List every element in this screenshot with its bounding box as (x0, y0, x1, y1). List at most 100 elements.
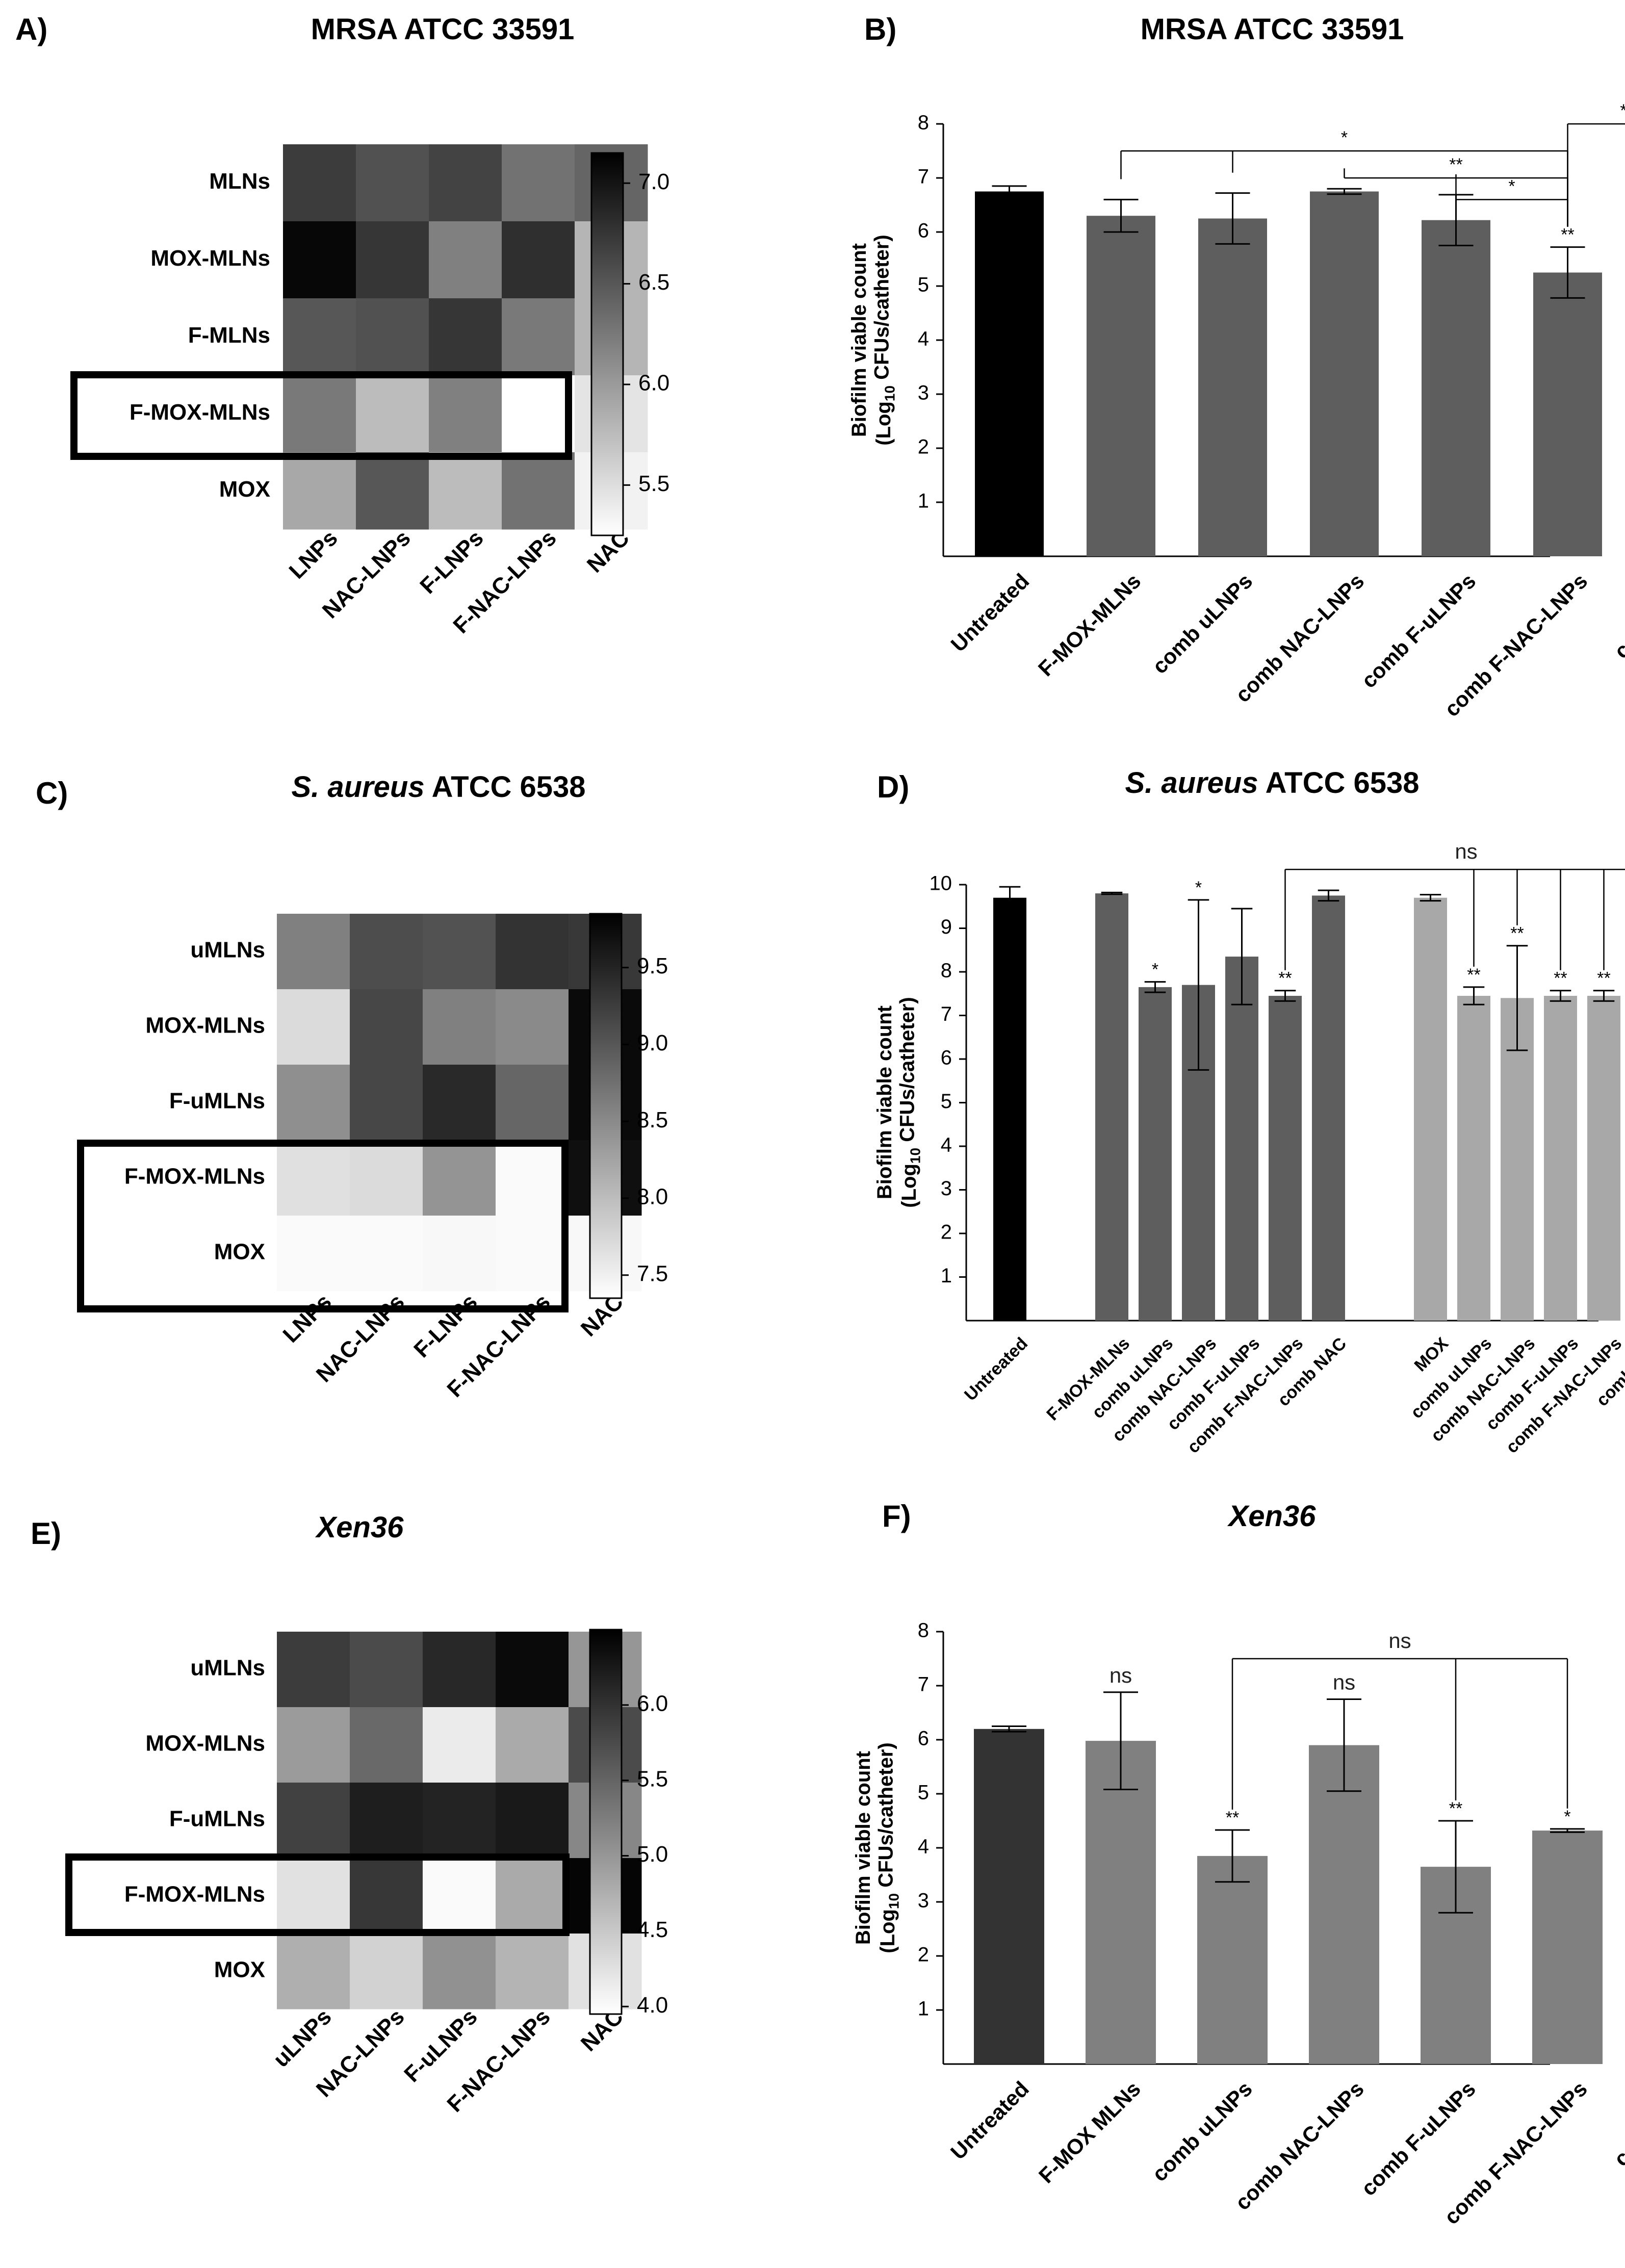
panel-c-cell (423, 1065, 496, 1141)
panel-c-cell (496, 989, 569, 1065)
panel-b-y-tick-label: 3 (918, 382, 929, 404)
panel-e-cell (350, 1707, 423, 1783)
panel-e-row-label: F-MOX-MLNs (124, 1882, 265, 1907)
panel-c-cell (350, 1140, 423, 1216)
panel-b-bracket-label: * (1620, 101, 1625, 120)
panel-a-title: MRSA ATCC 33591 (311, 13, 575, 46)
panel-e-colorbar-label: 5.0 (637, 1842, 668, 1867)
panel-b-bracket-label: ** (1449, 155, 1462, 174)
panel-d-ylabel-sub: 10 (907, 1148, 923, 1164)
panel-c-cell (277, 989, 350, 1065)
panel-d-bar (993, 897, 1026, 1321)
panel-d-significance-mark: * (1195, 878, 1202, 897)
panel-c-title: S. aureus ATCC 6538 (291, 770, 585, 804)
panel-c-cell (423, 1140, 496, 1216)
panel-d-bar (1544, 996, 1577, 1321)
panel-f-y-tick-label: 7 (918, 1673, 929, 1696)
panel-b-ylabel-line2: (Log (872, 401, 895, 446)
panel-f-x-tick-label: Untreated (946, 2077, 1034, 2164)
panel-e-colorbar-label: 6.0 (637, 1691, 668, 1716)
panel-d-x-tick-label: Untreated (961, 1334, 1031, 1405)
panel-a-colorbar-label: 6.0 (638, 371, 669, 396)
panel-e-title: Xen36 (315, 1511, 404, 1544)
panel-c-cell (496, 914, 569, 990)
panel-a-cell (502, 375, 575, 453)
panel-d-ylabel-line2: (Log (898, 1164, 920, 1208)
panel-a-cell (283, 221, 356, 299)
panel-d-significance-mark: ** (1467, 965, 1480, 985)
panel-b-title-plain: MRSA ATCC 33591 (1141, 13, 1404, 46)
panel-f-ylabel-line1: Biofilm viable count (852, 1751, 874, 1945)
panel-f-significance-mark: ** (1449, 1799, 1462, 1818)
panel-a-cell (429, 144, 502, 222)
panel-e-cell (496, 1934, 569, 2009)
panel-a-cell (283, 375, 356, 453)
panel-c-colorbar (589, 913, 623, 1299)
panel-a-label: A) (15, 12, 47, 46)
panel-e-cell (350, 1783, 423, 1859)
panel-c-colorbar-label: 9.5 (637, 953, 668, 978)
panel-d-y-tick-label: 4 (941, 1134, 952, 1156)
panel-c-colorbar-label: 7.5 (637, 1261, 668, 1286)
panel-f-title-italic: Xen36 (1227, 1500, 1317, 1533)
panel-e-cell (496, 1632, 569, 1708)
panel-f-significance-mark: * (1564, 1807, 1570, 1826)
panel-a-colorbar (590, 152, 624, 536)
panel-f-significance-mark: ns (1110, 1663, 1132, 1687)
panel-f-bar (1532, 1831, 1603, 2064)
panel-c-title-plain: ATCC 6538 (425, 770, 586, 804)
panel-b-bar (1422, 220, 1490, 556)
panel-d-y-tick-label: 5 (941, 1090, 952, 1113)
panel-a-cell (356, 375, 429, 453)
panel-d-bar (1501, 998, 1534, 1321)
panel-d-y-tick-label: 9 (941, 916, 952, 938)
panel-f-x-tick-label: comb F-uLNPs (1356, 2077, 1480, 2201)
panel-f-bracket-label: ns (1388, 1629, 1411, 1653)
panel-d-significance-mark: ** (1278, 969, 1292, 988)
panel-f-y-tick-label: 3 (918, 1890, 929, 1912)
panel-e-colorbar-label: 4.5 (637, 1917, 668, 1942)
panel-a-row-label: MOX-MLNs (150, 246, 270, 271)
panel-e-highlight-box (65, 1853, 570, 1936)
panel-e-title-italic: Xen36 (315, 1511, 404, 1544)
panel-b-x-tick-label: Untreated (946, 569, 1034, 657)
panel-c-label: C) (36, 776, 68, 810)
panel-d-y-tick-label: 1 (941, 1265, 952, 1287)
panel-b-label: B) (864, 12, 896, 46)
panel-f-x-tick-label: comb uLNPs (1147, 2077, 1257, 2186)
panel-a-cell (502, 452, 575, 530)
panel-d-significance-mark: ** (1597, 969, 1610, 988)
panel-d-bar (1312, 895, 1345, 1321)
panel-e-row-label: uMLNs (190, 1656, 265, 1681)
panel-e-cell (423, 1707, 496, 1783)
panel-e-cell (496, 1783, 569, 1859)
panel-f-significance-mark: ** (1226, 1808, 1239, 1827)
panel-d-title: S. aureus ATCC 6538 (1125, 766, 1419, 800)
panel-d-y-tick-label: 2 (941, 1221, 952, 1244)
panel-b-ylabel: Biofilm viable count (Log10 CFUs/catheter… (848, 235, 897, 445)
panel-c-col-label: F-LNPs (409, 1290, 482, 1363)
panel-c-cell (423, 914, 496, 990)
panel-c-cell (350, 914, 423, 990)
panel-a-cell (356, 221, 429, 299)
panel-c-cell (350, 1065, 423, 1141)
panel-d-bar (1587, 996, 1620, 1321)
panel-e-row-label: F-uMLNs (169, 1807, 265, 1832)
panel-e-label: E) (31, 1516, 61, 1551)
panel-a-cell (429, 375, 502, 453)
panel-c-cell (496, 1216, 569, 1292)
panel-b-bar (1533, 272, 1602, 556)
panel-e-cell (277, 1707, 350, 1783)
panel-a-row-label: MLNs (209, 169, 270, 194)
panel-f-x-tick-label: comb NAC (1609, 2077, 1625, 2171)
panel-f-y-tick-label: 2 (918, 1944, 929, 1966)
panel-c-row-label: MOX (214, 1240, 265, 1265)
panel-e-cell (277, 1934, 350, 2009)
panel-a-cell (283, 298, 356, 376)
panel-d-significance-mark: ** (1554, 969, 1567, 988)
panel-e-cell (277, 1632, 350, 1708)
panel-d-bar (1269, 996, 1302, 1321)
panel-d-y-tick-label: 6 (941, 1047, 952, 1069)
panel-b-y-tick-label: 4 (918, 328, 929, 350)
panel-b-bracket-label: * (1508, 176, 1515, 196)
